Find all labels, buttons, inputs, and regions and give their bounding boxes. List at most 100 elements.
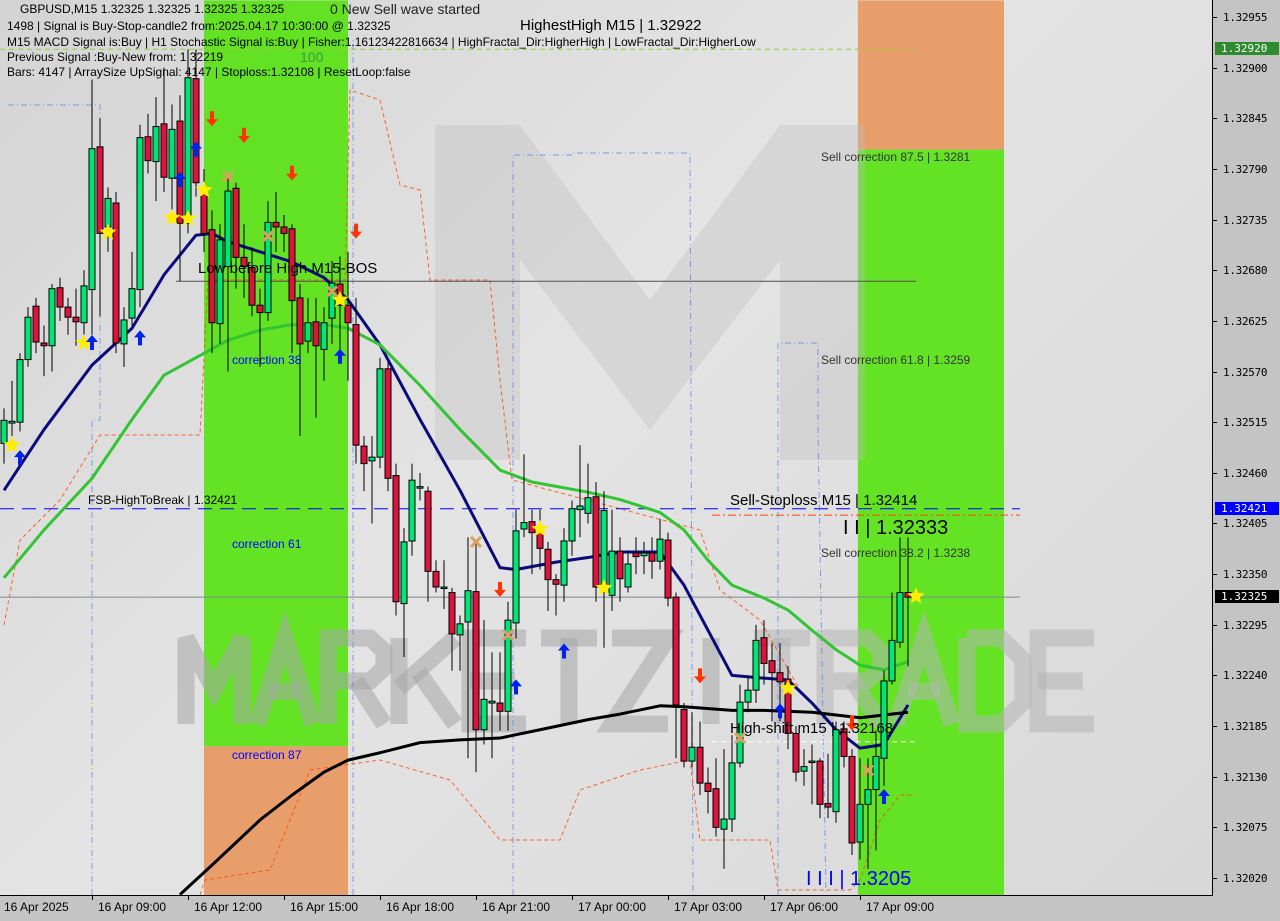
watermark-letter	[816, 629, 890, 724]
bullish-candle	[376, 357, 384, 469]
price-tag: 1.32325	[1215, 590, 1279, 604]
candle-body	[560, 540, 568, 586]
bullish-candle	[168, 104, 176, 211]
bearish-candle	[528, 509, 536, 575]
bullish-candle	[440, 560, 448, 610]
bearish-candle	[360, 435, 368, 492]
bearish-candle	[144, 113, 152, 174]
candle-body	[120, 319, 128, 345]
cross-stroke	[501, 628, 515, 641]
bullish-candle	[368, 435, 376, 524]
up-arrow-signal-icon	[134, 330, 146, 346]
candle-body	[104, 197, 112, 228]
bullish-candle	[456, 615, 464, 671]
bearish-candle	[256, 288, 264, 367]
bullish-candle	[808, 744, 816, 805]
candle-body	[800, 766, 808, 772]
candle-body	[784, 678, 792, 734]
time-axis[interactable]: 16 Apr 2025 16 Apr 09:00 16 Apr 12:00 16 Ap…	[0, 895, 1213, 921]
bullish-candle	[488, 652, 496, 759]
bullish-candle	[656, 518, 664, 570]
candle-body	[520, 522, 528, 530]
levels-layer	[0, 48, 1020, 743]
time-tick-label: 16 Apr 09:00	[91, 895, 167, 914]
time-tick-label: 16 Apr 2025	[4, 900, 69, 914]
bullish-candle	[8, 380, 16, 436]
bearish-candle	[272, 191, 280, 252]
price-chart	[0, 0, 1032, 895]
bearish-candle	[672, 592, 680, 759]
price-tag: 1.32421	[1215, 501, 1279, 515]
watermark-letter	[411, 667, 462, 729]
chart-plot-area[interactable]: GBPUSD,M15 1.32325 1.32325 1.32325 1.323…	[0, 0, 1212, 895]
down-arrow-signal-icon	[238, 127, 250, 143]
down-arrow-signal-icon	[206, 111, 218, 127]
bearish-candle	[840, 721, 848, 768]
candle-body	[232, 187, 240, 258]
candle-body	[816, 760, 824, 805]
candle-body	[792, 732, 800, 773]
candle-body	[72, 316, 80, 323]
candle-body	[808, 760, 816, 764]
fsb-high-to-break-label: FSB-HighToBreak | 1.32421	[88, 493, 238, 507]
candle-body	[608, 550, 616, 596]
cross-stroke	[861, 764, 875, 777]
channel-guide-line	[512, 152, 694, 895]
sell-correction-618-label: Sell correction 61.8 | 1.3259	[821, 353, 971, 367]
bearish-candle	[296, 284, 304, 436]
sell-correction-875-label: Sell correction 87.5 | 1.3281	[821, 150, 971, 164]
target-high-label: I I | 1.32333	[843, 517, 949, 539]
price-axis[interactable]: 1.32955 1.32900 1.32845 1.32790 1.32735 1.326…	[1212, 0, 1280, 895]
bullish-candle	[400, 528, 408, 657]
bearish-candle	[824, 753, 832, 819]
price-tick-label: 1.32460	[1212, 466, 1268, 480]
bearish-candle	[544, 541, 552, 611]
candle-body	[896, 592, 904, 643]
candle-body	[536, 532, 544, 549]
candle-body	[688, 746, 696, 762]
bearish-candle	[448, 587, 456, 671]
low-before-high-label: Low before High M15-BOS	[198, 260, 378, 277]
watermark-letter	[958, 629, 1032, 733]
price-tick-label: 1.32240	[1212, 669, 1268, 683]
candle-body	[672, 596, 680, 706]
candle-body	[488, 700, 496, 704]
up-arrow-signal-icon	[510, 679, 522, 695]
candle-body	[80, 285, 88, 324]
bullish-candle	[520, 454, 528, 538]
wave-status: 0 New Sell wave started	[330, 1, 481, 17]
bullish-candle	[304, 297, 312, 354]
candle-body	[624, 563, 632, 588]
candle-body	[872, 755, 880, 791]
target-low-label: I I I | 1.3205	[806, 868, 912, 890]
cross-signal-icon	[325, 285, 339, 298]
up-arrow-signal-icon	[86, 334, 98, 350]
candle-body	[728, 762, 736, 820]
watermark-letter	[319, 629, 393, 724]
price-tick-label: 1.32295	[1212, 618, 1268, 632]
candle-body	[856, 803, 864, 843]
bullish-candle	[736, 684, 744, 768]
candle-body	[128, 288, 136, 319]
correction-38-label: correction 38	[232, 353, 302, 367]
candle-body	[496, 702, 504, 712]
watermark-letter	[596, 629, 684, 733]
watermark-letter	[887, 610, 961, 727]
candle-body	[760, 637, 768, 664]
bullish-candle	[640, 541, 648, 575]
bullish-candle	[688, 712, 696, 768]
candle-body	[768, 660, 776, 674]
candle-body	[216, 239, 224, 325]
candle-body	[752, 639, 760, 691]
bearish-candle	[680, 703, 688, 768]
bullish-candle	[0, 408, 8, 464]
candle-body	[264, 221, 272, 314]
bullish-candle	[128, 251, 136, 326]
bearish-candle	[248, 247, 256, 317]
candle-body	[168, 128, 176, 179]
bullish-candle	[480, 620, 488, 745]
candle-body	[152, 126, 160, 163]
price-tag: 1.32920	[1215, 42, 1279, 56]
bearish-candle	[664, 532, 672, 607]
candle-body	[280, 226, 288, 234]
